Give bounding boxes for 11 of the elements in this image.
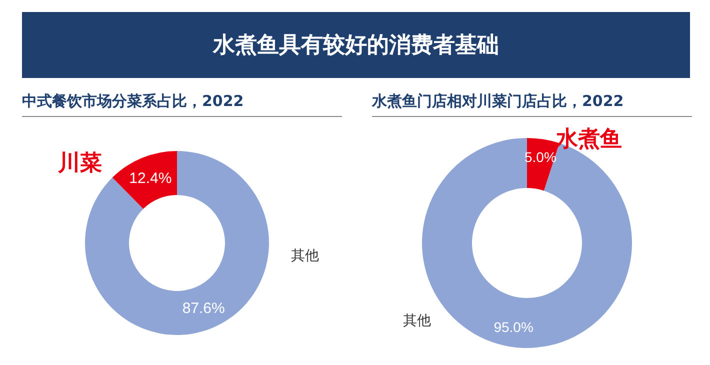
chart-subtitle: 水煮鱼门店相对川菜门店占比，2022 [372,92,692,117]
donut-slice [112,151,177,209]
data-label: 12.4% [129,170,172,188]
slice-label: 其他 [403,313,431,329]
slice-label: 其他 [291,248,319,264]
slice-label: 川菜 [57,150,102,176]
slice-label: 水煮鱼 [555,126,622,152]
data-label: 95.0% [494,318,534,335]
chart-title: 水煮鱼具有较好的消费者基础 [22,12,690,78]
data-label: 87.6% [182,300,225,317]
chart-subtitle: 中式餐饮市场分菜系占比，2022 [22,92,342,117]
